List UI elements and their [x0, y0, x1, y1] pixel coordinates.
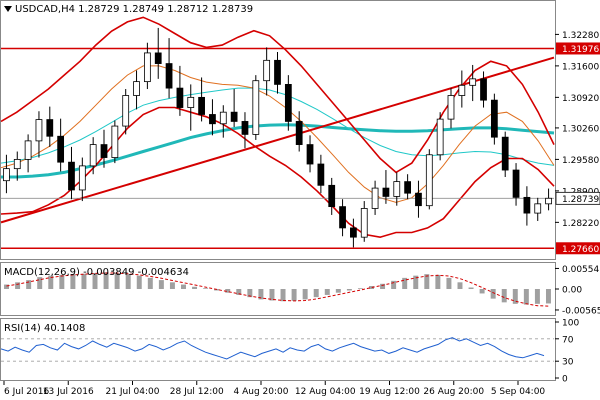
- level-tag: [556, 242, 600, 255]
- current-price-tag: [555, 191, 600, 205]
- candle-body: [295, 121, 303, 145]
- candle-body: [111, 125, 119, 158]
- candle-body: [46, 119, 54, 137]
- time-tick-label: 28 Jul 12:00: [170, 387, 224, 397]
- symbol-ohlc-label: USDCAD,H4 1.28729 1.28749 1.28712 1.2873…: [15, 4, 253, 15]
- candle-body: [57, 135, 65, 163]
- rsi-tick-label: 100: [562, 319, 579, 329]
- candle-body: [415, 192, 422, 207]
- price-tick-label: 1.28220: [562, 219, 599, 229]
- candle-body: [317, 163, 325, 186]
- candle-body: [371, 187, 379, 209]
- candle-body: [209, 114, 216, 125]
- candle-body: [425, 154, 433, 207]
- price-tick-label: 1.31600: [562, 62, 599, 72]
- candle-body: [198, 96, 205, 115]
- time-tick-label: 6 Jul 2016: [4, 387, 49, 397]
- candle-body: [523, 196, 531, 214]
- price-panel-frame: [0, 0, 556, 260]
- price-tick-label: 1.30920: [562, 94, 599, 104]
- time-tick-label: 4 Aug 20:00: [234, 387, 289, 397]
- time-tick-label: 13 Jul 2016: [43, 387, 94, 397]
- candle-body: [404, 181, 411, 194]
- candle-body: [447, 95, 455, 120]
- candle-body: [469, 78, 477, 86]
- candle-body: [263, 59, 271, 82]
- candle-body: [187, 96, 195, 108]
- axis-layer: 1.322801.316001.309201.302601.295801.289…: [3, 31, 600, 397]
- candle-body: [458, 84, 466, 96]
- candle-body: [274, 59, 281, 85]
- collapse-triangle-icon: [4, 6, 12, 12]
- candle-body: [350, 227, 357, 238]
- time-tick-label: 19 Aug 12:00: [359, 387, 420, 397]
- time-tick-label: 12 Aug 04:00: [295, 387, 356, 397]
- candle-body: [339, 206, 346, 229]
- symbol-header: USDCAD,H4 1.28729 1.28749 1.28712 1.2873…: [4, 4, 253, 15]
- candle-body: [230, 111, 238, 122]
- candle-body: [436, 118, 444, 156]
- rsi-tick-label: 0: [562, 375, 568, 385]
- rsi-tick-label: 30: [562, 358, 574, 368]
- rsi-panel-frame: [0, 318, 556, 381]
- candle-body: [35, 119, 43, 142]
- time-tick-label: 21 Jul 04:00: [106, 387, 160, 397]
- candle-body: [480, 78, 487, 101]
- level-tag-label: 1.27660: [562, 245, 599, 255]
- candle-body: [100, 144, 108, 158]
- macd-panel: [4, 272, 551, 307]
- price-tick-label: 1.32280: [562, 31, 599, 41]
- candle-body: [306, 144, 314, 165]
- level-tag: [556, 42, 600, 55]
- candle-body: [89, 144, 97, 167]
- candle-body: [133, 81, 140, 96]
- time-tick-label: 5 Sep 04:00: [491, 387, 546, 397]
- candle-body: [13, 158, 21, 170]
- macd-tick-label: -0.005652: [562, 306, 600, 316]
- candle-body: [501, 136, 509, 171]
- macd-tick-label: 0.005541: [562, 265, 600, 275]
- candle-body: [122, 95, 130, 127]
- candle-body: [165, 63, 173, 89]
- macd-signal-line: [6, 272, 549, 307]
- price-panel: [0, 16, 555, 250]
- candle-body: [534, 203, 542, 214]
- candle-body: [176, 87, 184, 108]
- candle-body: [545, 197, 552, 205]
- candle-body: [24, 140, 32, 160]
- candle-body: [144, 52, 151, 83]
- candle-body: [68, 161, 75, 191]
- price-tick-label: 1.29580: [562, 156, 599, 166]
- candle-body: [382, 187, 390, 197]
- current-price-label: 1.28739: [562, 195, 599, 205]
- macd-tick-label: 0.00: [562, 286, 582, 296]
- rsi-label: RSI(14) 40.1408: [4, 323, 85, 334]
- macd-label: MACD(12,26,9) -0.003849 -0.004634: [4, 267, 189, 278]
- candle-body: [154, 52, 162, 64]
- candle-body: [512, 169, 520, 198]
- candle-body: [252, 80, 260, 135]
- candle-body: [241, 121, 249, 135]
- candle-body: [284, 84, 292, 122]
- candle-body: [490, 99, 498, 138]
- level-tag-label: 1.31976: [562, 45, 599, 55]
- rsi-tick-label: 70: [562, 335, 574, 345]
- price-tick-label: 1.30260: [562, 124, 599, 134]
- rsi-panel: [0, 337, 554, 362]
- bollinger-middle-line: [0, 65, 555, 203]
- candle-body: [360, 208, 368, 238]
- candle-body: [219, 111, 227, 125]
- candle-body: [78, 165, 86, 191]
- candle-body: [328, 184, 336, 208]
- candle-body: [3, 168, 10, 182]
- rsi-line: [0, 337, 545, 360]
- candle-body: [393, 181, 401, 197]
- time-tick-label: 26 Aug 20:00: [423, 387, 484, 397]
